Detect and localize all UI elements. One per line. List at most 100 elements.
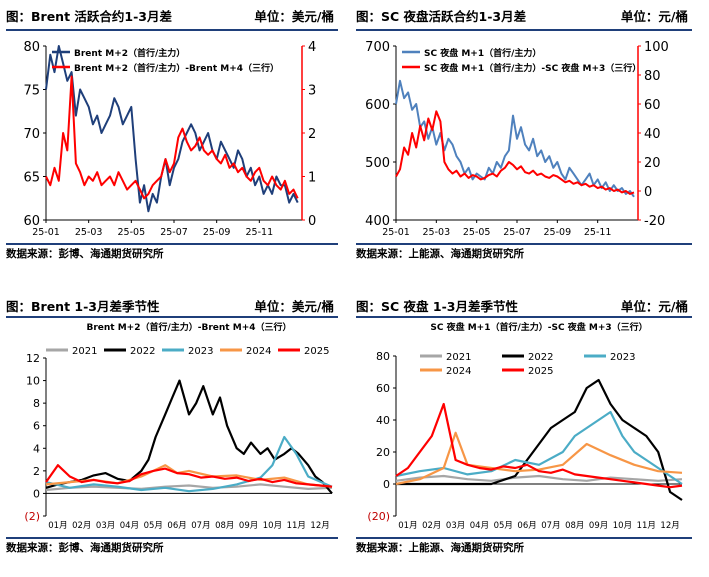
x-tick-label: 02月 [422, 521, 441, 531]
left-tick-label: 700 [365, 40, 390, 55]
x-tick-label: 07月 [541, 521, 560, 531]
panel-sc-seasonal: 图：SC 夜盘 1-3月差季节性 单位：元/桶 SC 夜盘 M+1（首行/主力）-… [356, 296, 692, 566]
source-note: 数据来源：上能源、海通期货研究所 [356, 248, 524, 260]
left-tick-label: 600 [365, 98, 390, 113]
right-tick-label: 100 [644, 40, 669, 55]
x-tick-label: 05月 [494, 521, 513, 531]
x-tick-label: 03月 [96, 521, 115, 531]
x-tick-label: 25-05 [118, 227, 146, 238]
left-tick-label: 75 [23, 84, 40, 99]
x-tick-label: 25-11 [246, 227, 274, 238]
legend-label: 2022 [528, 352, 553, 363]
x-tick-label: 25-03 [75, 227, 103, 238]
panel-brent-seasonal: 图：Brent 1-3月差季节性 单位：美元/桶 Brent M+2（首行/主力）… [6, 296, 338, 566]
x-tick-label: 25-07 [160, 227, 188, 238]
chart-brent-seasonal: Brent M+2（首行/主力）-Brent M+4（三行） (2) 0 2 4 6 8 10… [24, 321, 333, 531]
chart-brent-spread: 60 65 70 75 80 0 1 2 3 4 25-01 25-03 25-05 25-07 25-09… [23, 40, 316, 238]
series-line-2 [45, 75, 299, 200]
y-tick-label: 80 [376, 350, 390, 363]
x-tick-label: 25-09 [544, 227, 572, 238]
panel-sc-spread: 图：SC 夜盘活跃合约1-3月差 单位：元/桶 400 500 600 700 -20 0 2… [356, 6, 692, 264]
title-text: 图：Brent 活跃合约1-3月差 [6, 9, 172, 24]
x-tick-label: 05月 [144, 521, 163, 531]
title-rule [6, 29, 338, 31]
x-tick-label: 25-11 [584, 227, 612, 238]
x-tick-label: 07月 [191, 521, 210, 531]
left-tick-label: 60 [23, 214, 40, 229]
legend-label: 2023 [188, 346, 213, 357]
right-tick-label: 1 [308, 171, 316, 186]
title-text: 图：Brent 1-3月差季节性 [6, 299, 160, 314]
x-tick-label: 25-03 [423, 227, 451, 238]
unit-label: 单位：美元/桶 [254, 9, 334, 24]
title-rule [6, 316, 338, 318]
source-note: 数据来源：彭博、海通期货研究所 [6, 542, 164, 554]
panel-brent-spread: 图：Brent 活跃合约1-3月差 单位：美元/桶 60 65 70 75 80 0 1 2 3 4… [6, 6, 338, 264]
series-line-2021 [395, 474, 683, 482]
series-line-2022 [45, 379, 333, 495]
legend-label: SC 夜盘 M+1（首行/主力） [424, 47, 541, 59]
left-tick-label: 65 [23, 171, 40, 186]
x-tick-label: 09月 [239, 521, 258, 531]
x-tick-label: 06月 [167, 521, 186, 531]
right-tick-label: 80 [644, 69, 661, 84]
x-tick-label: 04月 [120, 521, 139, 531]
x-tick-label: 08月 [215, 521, 234, 531]
right-tick-label: 40 [644, 127, 661, 142]
x-tick-label: 01月 [48, 521, 67, 531]
legend-label: Brent M+2（首行/主力）-Brent M+4（三行） [74, 62, 279, 74]
right-tick-label: -20 [644, 214, 665, 229]
x-tick-label: 25-05 [463, 227, 491, 238]
series-line-1 [45, 45, 299, 213]
left-tick-label: 500 [365, 156, 390, 171]
panel-title: 图：SC 夜盘活跃合约1-3月差 单位：元/桶 [356, 6, 692, 26]
y-tick-label: 6 [33, 420, 40, 433]
legend-label: 2022 [130, 346, 155, 357]
x-tick-label: 01月 [398, 521, 417, 531]
series-line-2024 [45, 464, 333, 488]
legend-label: 2025 [304, 346, 329, 357]
x-tick-label: 25-01 [32, 227, 60, 238]
x-tick-label: 06月 [517, 521, 536, 531]
x-tick-label: 12月 [660, 521, 679, 531]
x-tick-label: 10月 [613, 521, 632, 531]
title-rule [356, 29, 692, 31]
title-text: 图：SC 夜盘 1-3月差季节性 [356, 299, 518, 314]
y-tick-label: 12 [26, 352, 40, 365]
y-tick-label: 60 [376, 382, 390, 395]
y-tick-label: 8 [33, 397, 40, 410]
y-tick-label: 0 [33, 487, 40, 500]
y-tick-label: (20) [367, 510, 390, 523]
panel-title: 图：SC 夜盘 1-3月差季节性 单位：元/桶 [356, 296, 692, 316]
x-tick-label: 25-01 [382, 227, 410, 238]
y-tick-label: (2) [24, 510, 40, 523]
source-rule [6, 243, 338, 245]
left-tick-label: 80 [23, 40, 40, 55]
legend-label: 2025 [528, 366, 553, 377]
right-tick-label: 0 [308, 214, 316, 229]
title-rule [356, 316, 692, 318]
chart-subtitle: SC 夜盘 M+1（首行/主力）-SC 夜盘 M+3（三行） [430, 321, 647, 333]
series-line-2021 [45, 483, 333, 492]
source-note: 数据来源：彭博、海通期货研究所 [6, 248, 164, 260]
legend-label: 2021 [446, 352, 471, 363]
legend-label: 2024 [446, 366, 471, 377]
panel-title: 图：Brent 活跃合约1-3月差 单位：美元/桶 [6, 6, 338, 26]
x-tick-label: 11月 [637, 521, 656, 531]
right-tick-label: 0 [644, 185, 652, 200]
x-tick-label: 12月 [310, 521, 329, 531]
x-tick-label: 25-07 [503, 227, 531, 238]
right-tick-label: 2 [308, 127, 316, 142]
unit-label: 单位：元/桶 [620, 299, 688, 314]
x-tick-label: 25-09 [203, 227, 231, 238]
right-tick-label: 3 [308, 84, 316, 99]
title-text: 图：SC 夜盘活跃合约1-3月差 [356, 9, 527, 24]
series-line-2023 [395, 410, 683, 485]
left-tick-label: 400 [365, 214, 390, 229]
legend-label: Brent M+2（首行/主力） [74, 47, 185, 59]
series-line-2025 [395, 402, 683, 489]
x-tick-label: 11月 [287, 521, 306, 531]
chart-sc-spread: 400 500 600 700 -20 0 20 40 60 80 100 25-01 25-03 25-… [365, 40, 669, 238]
series-line-2025 [45, 464, 333, 488]
right-tick-label: 60 [644, 98, 661, 113]
